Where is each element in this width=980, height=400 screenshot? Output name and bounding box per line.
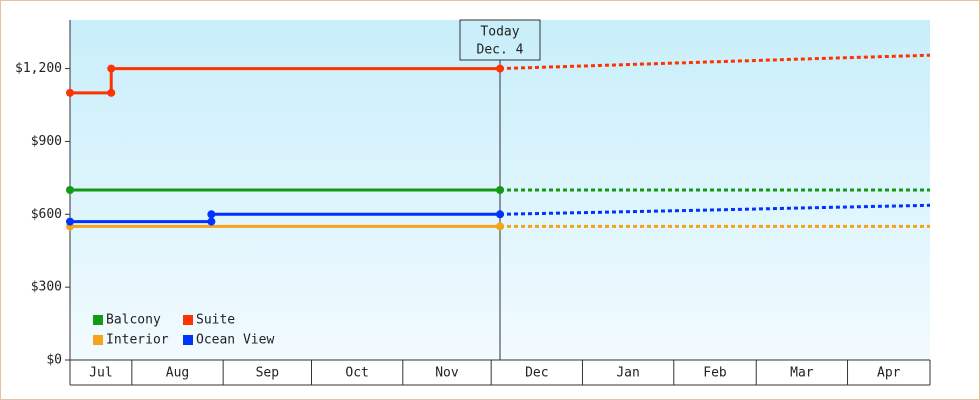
today-box [459,19,541,61]
today-label: Today [480,25,519,40]
point [66,217,74,226]
x-tick-label: Jul [89,366,112,381]
series-line [70,67,500,95]
x-tick-label: Dec [525,366,548,381]
legend-swatch [183,335,193,345]
point [107,88,116,97]
projection-line [499,203,931,216]
legend-label: Ocean View [196,333,274,348]
y-tick-label: $0 [46,353,62,368]
legend-label: Interior [106,333,169,348]
x-tick-label: Sep [256,366,280,381]
x-tick-label: Jan [616,366,639,381]
legend-swatch [93,315,103,325]
x-tick-label: Mar [790,366,814,381]
legend-swatch [183,315,193,325]
legend-label: Balcony [106,313,161,328]
x-tick-label: Aug [166,366,189,381]
point [496,210,504,219]
point [207,210,216,219]
point [107,64,116,73]
y-tick-label: $600 [31,207,62,222]
point [66,88,74,97]
projection-line [499,53,931,71]
point [496,64,504,73]
today-label: Dec. 4 [477,43,524,58]
point [496,222,504,231]
x-tick-label: Nov [435,366,459,381]
y-tick-label: $300 [31,280,62,295]
point [496,186,504,194]
legend-swatch [93,335,103,345]
point [207,217,216,226]
x-tick-label: Feb [703,366,727,381]
x-tick-label: Apr [877,366,901,381]
y-tick-label: $900 [31,134,62,149]
point [66,186,74,194]
x-tick-label: Oct [345,366,368,381]
y-tick-label: $1,200 [15,61,62,76]
legend-label: Suite [196,313,235,328]
